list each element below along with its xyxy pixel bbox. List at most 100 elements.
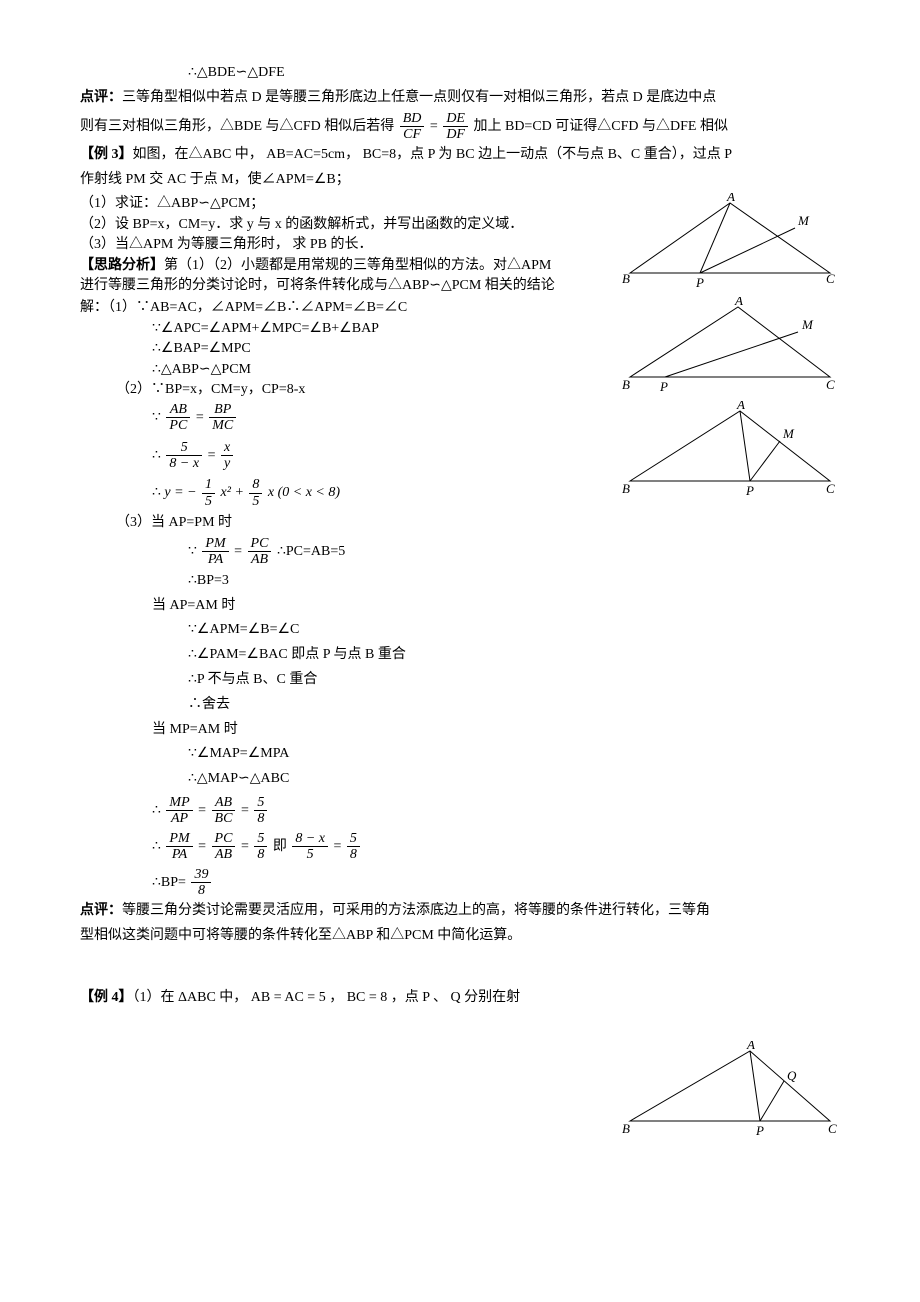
c3-eq2-s2: = [241,839,252,854]
sol-p3-c3-l1: ∵∠MAP=∠MPA [80,742,840,766]
ex3-q2: （2）设 BP=x，CM=y．求 y 与 x 的函数解析式，并写出函数的定义域． [80,215,600,235]
sol-p1-l1-text: （1）∵AB=AC，∠APM=∠B∴∠APM=∠B=∠C [108,300,407,315]
svg-text:A: A [734,297,743,308]
eq3-text-b: x (0 < x < 8) [268,486,340,501]
c3-eq1-pre: ∴ [152,803,164,818]
ex3-analysis-2: 进行等腰三角形的分类讨论时，可将条件转化成与△ABP∽△PCM 相关的结论 [80,276,600,296]
svg-text:C: C [828,1121,837,1136]
sol-p3-c2-head: 当 AP=AM 时 [80,594,840,618]
review1-text1: 三等角型相似中若点 D 是等腰三角形底边上任意一点则仅有一对相似三角形，若点 D… [122,90,716,105]
eq1-frac-l: ABPC [166,402,190,434]
prev-conclusion: ∴△BDE∽△DFE [80,61,840,85]
eq1-frac-r: BPMC [209,402,236,434]
c1-pre: ∵ [188,544,200,559]
sol-p3-c2-l1: ∵∠APM=∠B=∠C [80,618,840,642]
svg-text:C: C [826,271,835,286]
eq1-pre: ∵ [152,410,164,425]
c3-eq2-f2: PCAB [212,831,236,863]
c3-eq2-f4: 8 − x5 [292,831,328,863]
ex3-stem-text1: 如图，在△ABC 中， AB=AC=5cm， BC=8，点 P 为 BC 边上一… [133,147,733,162]
triangle-figure-3: A B C M P [620,401,840,501]
sol-label: 解： [80,300,108,315]
ex4-stem-text: （1）在 ΔABC 中， AB = AC = 5 ， BC = 8 ，点 P 、… [133,990,521,1005]
ex3-q3: （3）当△APM 为等腰三角形时， 求 PB 的长． [80,235,600,255]
solution-part1-row: 解：（1）∵AB=AC，∠APM=∠B∴∠APM=∠B=∠C ∵∠APC=∠AP… [80,297,840,401]
sol-p1-l4: ∴△ABP∽△PCM [80,360,600,380]
svg-text:C: C [826,481,835,496]
triangle-figure-4: A B C Q P [620,1041,840,1141]
eq2-eq: = [208,448,219,463]
svg-text:B: B [622,481,630,496]
svg-text:B: B [622,377,630,392]
ex3-stem-1: 【例 3】如图，在△ABC 中， AB=AC=5cm， BC=8，点 P 为 B… [80,143,840,167]
review2-line2: 型相似这类问题中可将等腰的条件转化至△ABP 和△PCM 中简化运算。 [80,924,840,948]
ex3-analysis-label: 【思路分析】 [80,258,164,273]
frac-de-df: DEDF [443,111,468,143]
review2-line1: 点评：等腰三角分类讨论需要灵活应用，可采用的方法添底边上的高，将等腰的条件进行转… [80,899,840,923]
c3-eq1-s2: = [241,803,252,818]
ex3-analysis-text1: 第（1）（2）小题都是用常规的三等角型相似的方法。对△APM [164,258,551,273]
ex3-q1: （1）求证：△ABP∽△PCM； [80,194,600,214]
eq3-mid: x² + [221,486,248,501]
example4-row: 【例 4】（1）在 ΔABC 中， AB = AC = 5 ， BC = 8 ，… [80,985,840,1011]
ex3-analysis-1: 【思路分析】第（1）（2）小题都是用常规的三等角型相似的方法。对△APM [80,256,600,276]
sol-p3-c3-head: 当 MP=AM 时 [80,718,840,742]
svg-text:B: B [622,271,630,286]
ex4-stem: 【例 4】（1）在 ΔABC 中， AB = AC = 5 ， BC = 8 ，… [80,986,840,1010]
eq3-frac-2: 85 [249,477,262,509]
sol-p1-l3: ∴∠BAP=∠MPC [80,339,600,359]
ex3-stem-2: 作射线 PM 交 AC 于点 M，使∠APM=∠B； [80,168,840,192]
review2-label: 点评： [80,903,122,918]
review1-text2b: 加上 BD=CD 可证得△CFD 与△DFE 相似 [473,119,727,134]
svg-text:M: M [782,426,795,441]
sol-p3-c1-r: ∴BP=3 [80,569,840,593]
c1-frac-r: PCAB [248,536,272,568]
eq3-text-a: y = − [164,486,196,501]
c1-frac-l: PMPA [202,536,228,568]
c3-eq1-f1: MPAP [166,795,192,827]
triangle-figure-1: A B C M P [620,193,840,293]
review1-line2: 则有三对相似三角形，△BDE 与△CFD 相似后若得 BDCF = DEDF 加… [80,111,840,143]
svg-text:C: C [826,377,835,392]
frac-bd-cf: BDCF [400,111,425,143]
sol-p3-c3-l2: ∴△MAP∽△ABC [80,767,840,791]
c3-eq2-s3: = [334,839,345,854]
sol-p2-eq3: ∴ y = − 15 x² + 85 x (0 < x < 8) [80,477,600,509]
eq3-frac-1: 15 [202,477,215,509]
ex3-label: 【例 3】 [80,147,133,162]
review1-label: 点评： [80,90,122,105]
example3-block: 【例 3】如图，在△ABC 中， AB=AC=5cm， BC=8，点 P 为 B… [80,143,840,297]
eq-sign: = [430,119,441,134]
c3-eq1-s1: = [198,803,209,818]
sol-p3-c3-eq1: ∴ MPAP = ABBC = 58 [80,795,840,827]
review2-text1: 等腰三角分类讨论需要灵活应用，可采用的方法添底边上的高，将等腰的条件进行转化，三… [122,903,710,918]
ex3-questions-row: （1）求证：△ABP∽△PCM； （2）设 BP=x，CM=y．求 y 与 x … [80,193,840,297]
sol-p1-l2: ∵∠APC=∠APM+∠MPC=∠B+∠BAP [80,319,600,339]
c1-post: ∴PC=AB=5 [277,544,345,559]
c3-eq2-f5: 58 [347,831,360,863]
c3-eq2-s1: = [198,839,209,854]
svg-text:A: A [736,401,745,412]
eq1-eq: = [196,410,207,425]
ex4-label: 【例 4】 [80,990,133,1005]
c3-eq2-pre: ∴ [152,839,164,854]
sol-p3-c1-eq: ∵ PMPA = PCAB ∴PC=AB=5 [80,536,840,568]
eq2-frac-l: 58 − x [166,440,202,472]
sol-p3-c2-l4: ∴舍去 [80,693,840,717]
svg-text:Q: Q [787,1068,797,1083]
c3-eq2-f3: 58 [254,831,267,863]
sol-p3-c2-l3: ∴P 不与点 B、C 重合 [80,668,840,692]
review1-line1: 点评：三等角型相似中若点 D 是等腰三角形底边上任意一点则仅有一对相似三角形，若… [80,86,840,110]
c3-eq1-f3: 58 [254,795,267,827]
svg-text:P: P [745,483,754,498]
c1-eq1: = [234,544,245,559]
triangle-figure-2: A B C M P [620,297,840,397]
sol-p3-c2-l2: ∴∠PAM=∠BAC 即点 P 与点 B 重合 [80,643,840,667]
sol-p1-l1: 解：（1）∵AB=AC，∠APM=∠B∴∠APM=∠B=∠C [80,298,600,318]
c3-eq1-f2: ABBC [212,795,236,827]
eq3-pre: ∴ [152,486,164,501]
solution-part2-row: ∵ ABPC = BPMC ∴ 58 − x = xy ∴ y = − 15 x… [80,401,840,510]
c3-eq3-f: 398 [191,867,211,899]
svg-text:A: A [726,193,735,204]
sol-p3-c3-eq2: ∴ PMPA = PCAB = 58 即 8 − x5 = 58 [80,831,840,863]
